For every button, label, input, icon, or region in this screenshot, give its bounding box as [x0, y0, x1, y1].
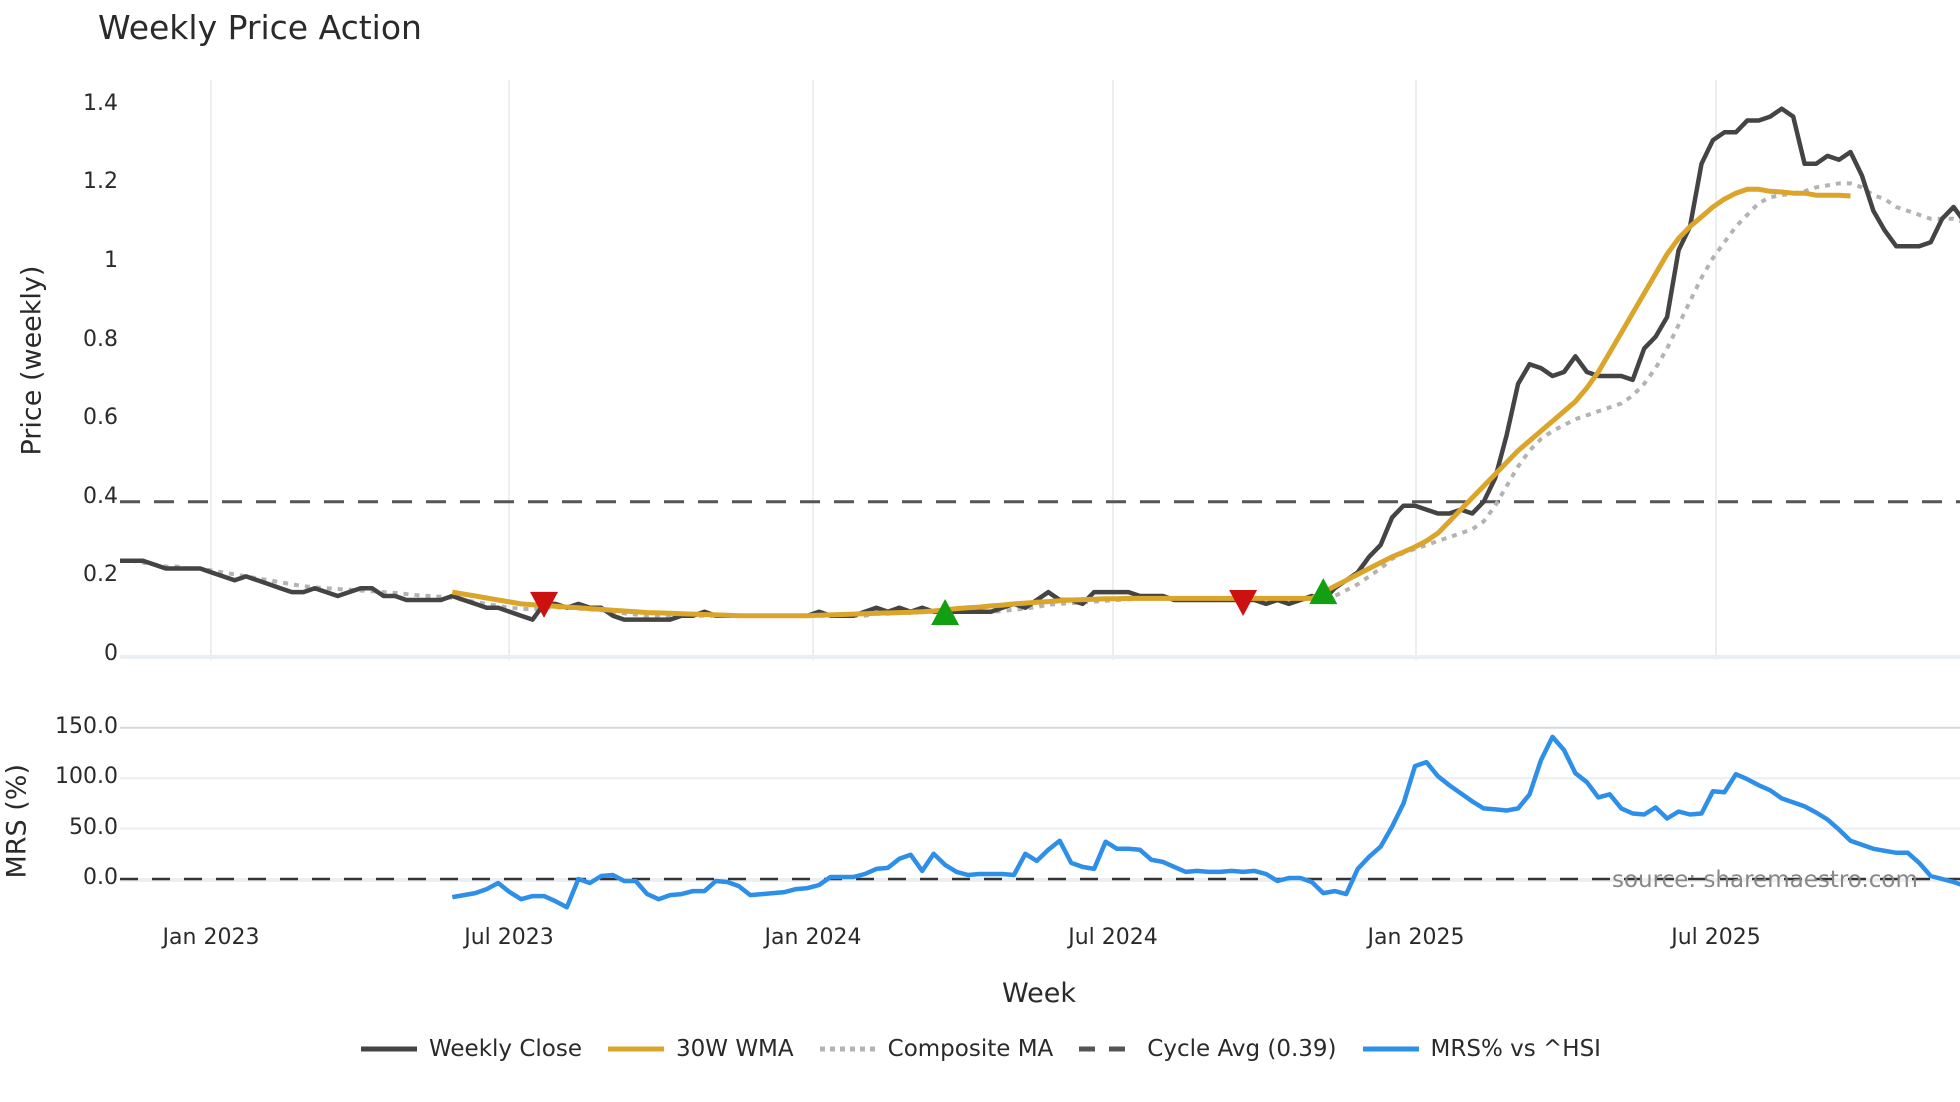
legend-label: MRS% vs ^HSI: [1430, 1036, 1601, 1062]
legend-swatch-icon: [361, 1046, 418, 1052]
legend-label: Composite MA: [887, 1036, 1054, 1062]
legend-swatch-icon: [1362, 1046, 1419, 1052]
weekly-close-line: [120, 106, 1960, 622]
price-y-tick: 0: [104, 641, 118, 666]
legend-label: Weekly Close: [429, 1036, 582, 1062]
buy-signal-marker: [931, 598, 960, 625]
x-tick: Jan 2024: [764, 925, 862, 950]
price-y-tick: 1.2: [83, 169, 118, 195]
price-y-tick: 0.4: [83, 483, 118, 509]
wma-line: [451, 186, 1851, 619]
x-axis-title: Week: [1002, 978, 1076, 1009]
x-tick: Jul 2025: [1671, 925, 1761, 950]
x-tick: Jan 2023: [162, 925, 260, 950]
x-tick: Jan 2025: [1367, 925, 1465, 950]
price-y-tick: 0.8: [83, 326, 118, 352]
legend-item[interactable]: Cycle Avg (0.39): [1077, 1036, 1337, 1062]
sell-signal-marker: [530, 591, 559, 618]
legend-swatch-icon: [608, 1046, 664, 1052]
mrs-y-tick: 50.0: [69, 814, 118, 840]
legend-item[interactable]: Weekly Close: [359, 1036, 582, 1062]
x-tick: Jul 2024: [1068, 925, 1158, 950]
legend-swatch-icon: [819, 1046, 876, 1052]
x-tick: Jul 2023: [464, 925, 554, 950]
mrs-y-tick: 150.0: [55, 713, 118, 739]
price-y-tick: 1: [104, 248, 118, 273]
sell-signal-marker: [1229, 589, 1258, 616]
chart-title: Weekly Price Action: [98, 8, 422, 47]
price-y-tick: 1.4: [83, 90, 118, 116]
legend-item[interactable]: Composite MA: [818, 1036, 1054, 1062]
legend-label: 30W WMA: [676, 1036, 794, 1062]
price-y-tick: 0.2: [83, 562, 118, 588]
source-label: source: sharemaestro.com: [1612, 867, 1918, 893]
legend-swatch-icon: [1079, 1046, 1136, 1052]
mrs-y-tick: 0.0: [83, 865, 118, 890]
legend: Weekly Close 30W WMA Composite MA Cycle Avg…: [0, 1036, 1960, 1062]
price-y-tick: 0.6: [83, 405, 118, 431]
composite-ma-line: [120, 181, 1960, 618]
legend-label: Cycle Avg (0.39): [1147, 1036, 1337, 1062]
mrs-y-tick: 100.0: [55, 764, 118, 790]
legend-item[interactable]: 30W WMA: [606, 1036, 794, 1062]
mrs-line: [451, 734, 1960, 910]
legend-item[interactable]: MRS% vs ^HSI: [1361, 1036, 1601, 1062]
buy-signal-marker: [1309, 578, 1338, 605]
